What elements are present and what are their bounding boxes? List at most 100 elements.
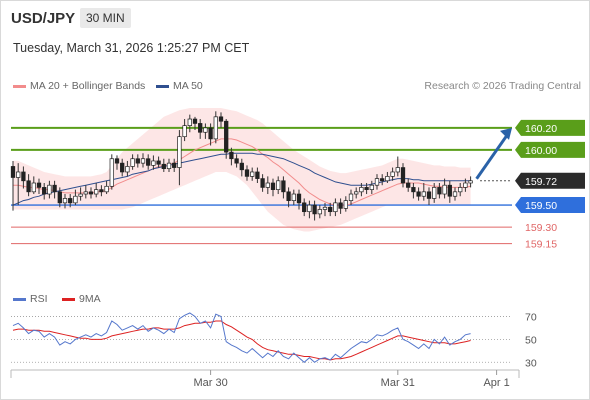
level-value-160.00: 160.00 [525, 145, 557, 157]
candle-down [52, 184, 57, 193]
candle-up [343, 200, 348, 209]
candle-down [270, 182, 276, 190]
candle-down [239, 162, 244, 171]
candle-down [406, 182, 411, 188]
candle-up [182, 125, 187, 138]
x-tick-label: Apr 1 [483, 377, 509, 389]
candle-up [78, 193, 83, 197]
candle-down [426, 191, 432, 199]
candle-down [338, 202, 343, 209]
candle-up [125, 166, 130, 173]
candle-down [380, 178, 385, 182]
candle-up [94, 189, 99, 195]
candle-down [411, 187, 416, 193]
candle-up [421, 191, 426, 197]
credit-label: Research © 2026 Trading Central [424, 80, 581, 92]
candle-up [395, 167, 400, 173]
level-value-159.30: 159.30 [525, 222, 557, 234]
candle-down [68, 198, 73, 204]
candle-down [42, 187, 47, 195]
legend-ma9: 9MA [62, 293, 101, 305]
candle-down [364, 187, 369, 190]
candle-up [166, 162, 172, 170]
candle-up [348, 193, 354, 201]
candle-down [99, 189, 104, 193]
level-box-160.00 [515, 141, 585, 158]
candle-down [156, 160, 161, 165]
ma20-swatch [13, 84, 26, 88]
candle-down [21, 171, 26, 182]
ma9-label: 9MA [79, 293, 101, 305]
candle-up [104, 185, 109, 193]
symbol-title: USD/JPY [11, 10, 76, 27]
candle-down [229, 151, 234, 160]
candle-down [10, 166, 16, 178]
candle-up [333, 202, 338, 213]
candle-down [328, 206, 333, 213]
rsi-level-70: 70 [525, 311, 537, 323]
candle-down [218, 116, 224, 122]
candle-up [390, 171, 395, 177]
candle-down [208, 127, 213, 140]
x-tick-label: Mar 31 [381, 377, 415, 389]
candle-down [447, 184, 452, 197]
interval-button[interactable]: 30 MIN [80, 8, 131, 28]
datetime-label: Tuesday, March 31, 2026 1:25:27 PM CET [13, 41, 250, 55]
candle-up [187, 118, 192, 126]
target-arrow-shaft [475, 132, 510, 180]
candle-up [291, 193, 296, 201]
candle-up [276, 180, 281, 190]
candle-up [374, 178, 380, 186]
candle-up [250, 171, 255, 177]
candle-up [31, 182, 36, 193]
ma50-line [12, 152, 471, 206]
candle-up [73, 195, 78, 204]
candle-down [400, 167, 406, 184]
ma50-swatch [156, 84, 169, 88]
candle-up [369, 184, 374, 190]
candle-down [135, 158, 140, 164]
candle-down [281, 180, 286, 193]
candle-down [302, 202, 307, 213]
candle-down [224, 120, 229, 153]
candle-up [354, 191, 359, 195]
rsi-line [12, 312, 471, 363]
ma9-swatch [62, 297, 75, 301]
candle-up [213, 116, 218, 140]
level-value-160.20: 160.20 [525, 123, 557, 135]
candle-up [442, 184, 447, 195]
candle-down [146, 158, 151, 166]
candle-down [255, 171, 260, 179]
rsi-level-50: 50 [525, 334, 537, 346]
level-value-159.50: 159.50 [525, 200, 557, 212]
candle-down [192, 118, 198, 124]
ma50-label: MA 50 [173, 80, 203, 92]
candle-down [234, 158, 239, 164]
candle-down [26, 180, 31, 193]
candle-up [468, 180, 473, 184]
level-value-159.15: 159.15 [525, 239, 557, 251]
level-box-159.72 [515, 172, 585, 189]
candle-down [114, 158, 120, 164]
ma20-label: MA 20 + Bollinger Bands [30, 80, 146, 92]
candle-up [109, 158, 114, 187]
candle-up [463, 182, 468, 188]
target-arrow-head [500, 127, 512, 140]
legend-rsi: RSI [13, 293, 48, 305]
x-tick-label: Mar 30 [193, 377, 227, 389]
candle-up [359, 187, 364, 193]
legend-ma20: MA 20 + Bollinger Bands [13, 80, 145, 92]
rsi-level-30: 30 [525, 357, 537, 369]
candle-down [286, 191, 291, 201]
candle-up [265, 182, 270, 188]
candle-up [130, 158, 135, 167]
rsi-label: RSI [30, 293, 48, 305]
legend-ma50: MA 50 [156, 80, 203, 92]
candle-down [36, 182, 42, 188]
candle-up [458, 187, 463, 193]
rsi-ma9-line [12, 320, 471, 361]
candle-down [260, 178, 265, 188]
candle-up [62, 198, 68, 204]
candle-up [432, 187, 437, 199]
